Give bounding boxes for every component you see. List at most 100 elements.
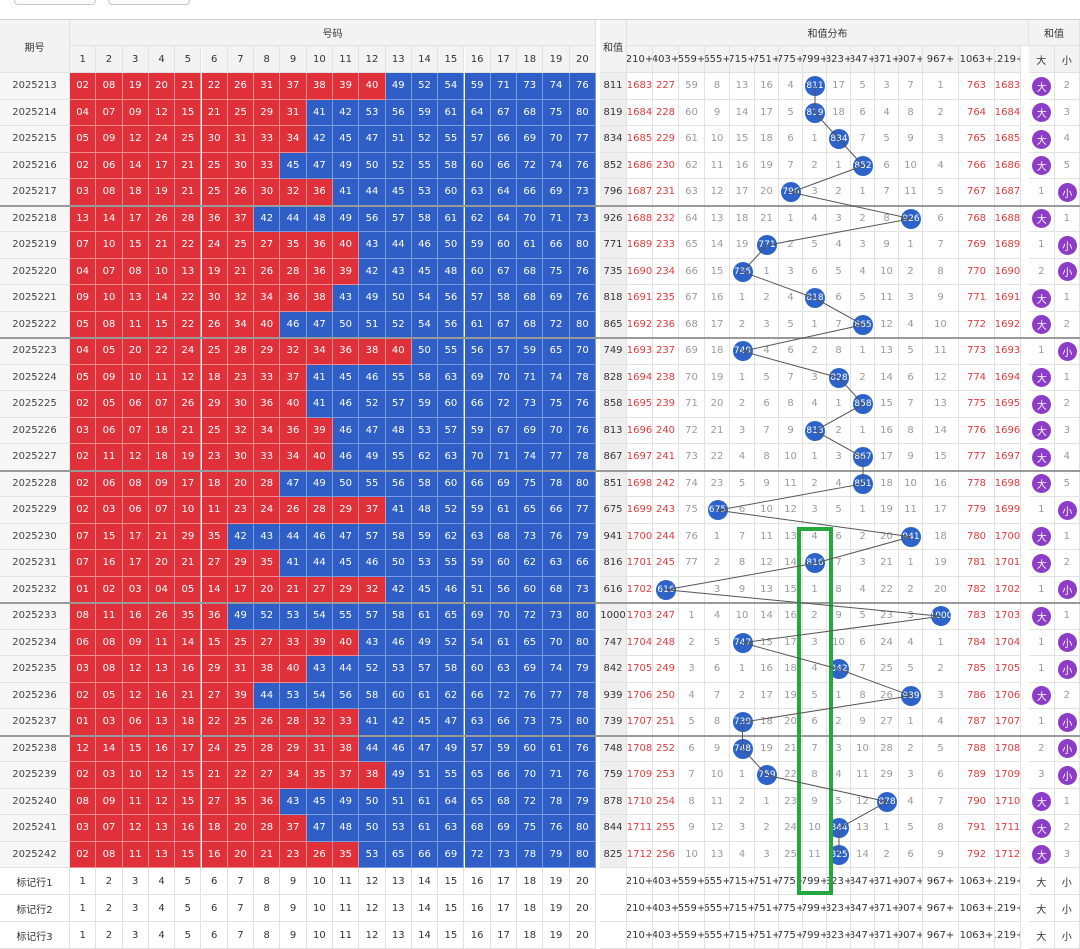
sum-distribution-cell: 3 [803, 179, 827, 206]
footer-number-mark: 19 [543, 868, 569, 895]
drawn-number: 15 [175, 762, 201, 789]
sum-distribution-cell: 5 [803, 232, 827, 259]
drawn-number: 45 [333, 365, 359, 392]
drawn-number: 12 [149, 100, 175, 127]
sum-distribution-cell: 14 [755, 603, 779, 630]
drawn-number: 17 [123, 524, 149, 551]
drawn-number: 16 [175, 815, 201, 842]
drawn-number: 71 [491, 73, 517, 100]
sum-value: 749 [600, 338, 627, 365]
drawn-number: 48 [386, 418, 412, 445]
sum-distribution-cell: 14 [875, 365, 899, 392]
drawn-number: 15 [123, 736, 149, 763]
drawn-number: 40 [254, 312, 280, 339]
drawn-number: 37 [333, 762, 359, 789]
footer-number-mark: 9 [280, 868, 306, 895]
drawn-number: 42 [386, 709, 412, 736]
sum-distribution-cell: 2 [730, 312, 755, 339]
drawn-number: 45 [307, 789, 333, 816]
sum-value: 844 [600, 815, 627, 842]
drawn-number: 56 [491, 577, 517, 604]
drawn-number: 33 [254, 153, 280, 180]
number-col-header: 6 [202, 46, 228, 73]
footer-number-mark: 3 [123, 895, 149, 922]
drawn-number: 03 [70, 656, 96, 683]
drawn-number: 42 [386, 577, 412, 604]
drawn-number: 11 [123, 842, 149, 869]
drawn-number: 54 [412, 285, 438, 312]
footer-number-mark: 20 [570, 922, 596, 949]
small-ball: 小 [1058, 739, 1077, 758]
sum-distribution-cell: 1 [705, 524, 730, 551]
drawn-number: 40 [280, 391, 306, 418]
footer-bin-mark: 823+ [827, 922, 851, 949]
drawn-number: 19 [123, 73, 149, 100]
drawn-number: 49 [386, 762, 412, 789]
sum-distribution-cell: 2 [803, 471, 827, 498]
drawn-number: 47 [438, 709, 464, 736]
bigsmall-cell: 1 [1029, 577, 1055, 604]
sum-distribution-cell: 1709 [627, 762, 653, 789]
bin-col-header: 655+ [705, 46, 730, 73]
sum-distribution-cell: 4 [827, 471, 851, 498]
drawn-number: 69 [465, 365, 491, 392]
number-col-header: 5 [175, 46, 201, 73]
drawn-number: 27 [202, 550, 228, 577]
drawn-number: 18 [149, 418, 175, 445]
drawn-number: 22 [202, 73, 228, 100]
sum-distribution-cell: 1 [730, 285, 755, 312]
drawn-number: 49 [307, 471, 333, 498]
number-col-header: 4 [149, 46, 175, 73]
sum-distribution-cell: 4 [875, 100, 899, 127]
sum-distribution-cell: 11 [755, 524, 779, 551]
group-separator [0, 337, 1080, 339]
sum-distribution-cell: 7 [679, 762, 705, 789]
drawn-number: 61 [412, 815, 438, 842]
drawn-number: 29 [254, 338, 280, 365]
sum-distribution-cell: 13 [705, 842, 730, 869]
sum-distribution-cell: 18 [755, 709, 779, 736]
drawn-number: 23 [280, 842, 306, 869]
drawn-number: 34 [228, 312, 254, 339]
sum-distribution-cell: 1702 [995, 577, 1021, 604]
drawn-number: 03 [96, 762, 122, 789]
footer-number-mark: 20 [570, 895, 596, 922]
footer-number-mark: 13 [386, 895, 412, 922]
sum-distribution-cell: 7 [730, 524, 755, 551]
small-ball: 小 [1058, 183, 1077, 202]
drawn-number: 17 [123, 550, 149, 577]
footer-number-mark: 11 [333, 922, 359, 949]
sum-distribution-cell: 15 [923, 444, 959, 471]
sum-distribution-cell: 1707 [627, 709, 653, 736]
drawn-number: 14 [96, 736, 122, 763]
drawn-number: 20 [149, 73, 175, 100]
sum-value: 825 [600, 842, 627, 869]
drawn-number: 63 [438, 815, 464, 842]
drawn-number: 45 [412, 709, 438, 736]
period-header: 期号 [0, 20, 70, 73]
drawn-number: 69 [543, 179, 569, 206]
drawn-number: 51 [386, 126, 412, 153]
bigsmall-cell: 3 [1055, 100, 1080, 127]
drawn-number: 36 [280, 418, 306, 445]
drawn-number: 44 [307, 550, 333, 577]
drawn-number: 47 [280, 471, 306, 498]
drawn-number: 39 [307, 418, 333, 445]
drawn-number: 55 [386, 365, 412, 392]
drawn-number: 72 [543, 312, 569, 339]
drawn-number: 80 [570, 630, 596, 657]
footer-bin-mark: 799+ [803, 922, 827, 949]
footer-number-mark: 13 [386, 922, 412, 949]
bigsmall-cell: 1 [1055, 285, 1080, 312]
sum-distribution-cell: 229 [653, 126, 679, 153]
sum-distribution-cell: 4 [923, 153, 959, 180]
drawn-number: 54 [438, 73, 464, 100]
drawn-number: 60 [491, 232, 517, 259]
drawn-number: 58 [438, 656, 464, 683]
sum-distribution-cell: 1 [679, 603, 705, 630]
big-ball: 大 [1032, 607, 1051, 626]
bigsmall-cell: 3 [1055, 842, 1080, 869]
drawn-number: 75 [543, 259, 569, 286]
drawn-number: 76 [570, 391, 596, 418]
drawn-number: 58 [491, 285, 517, 312]
